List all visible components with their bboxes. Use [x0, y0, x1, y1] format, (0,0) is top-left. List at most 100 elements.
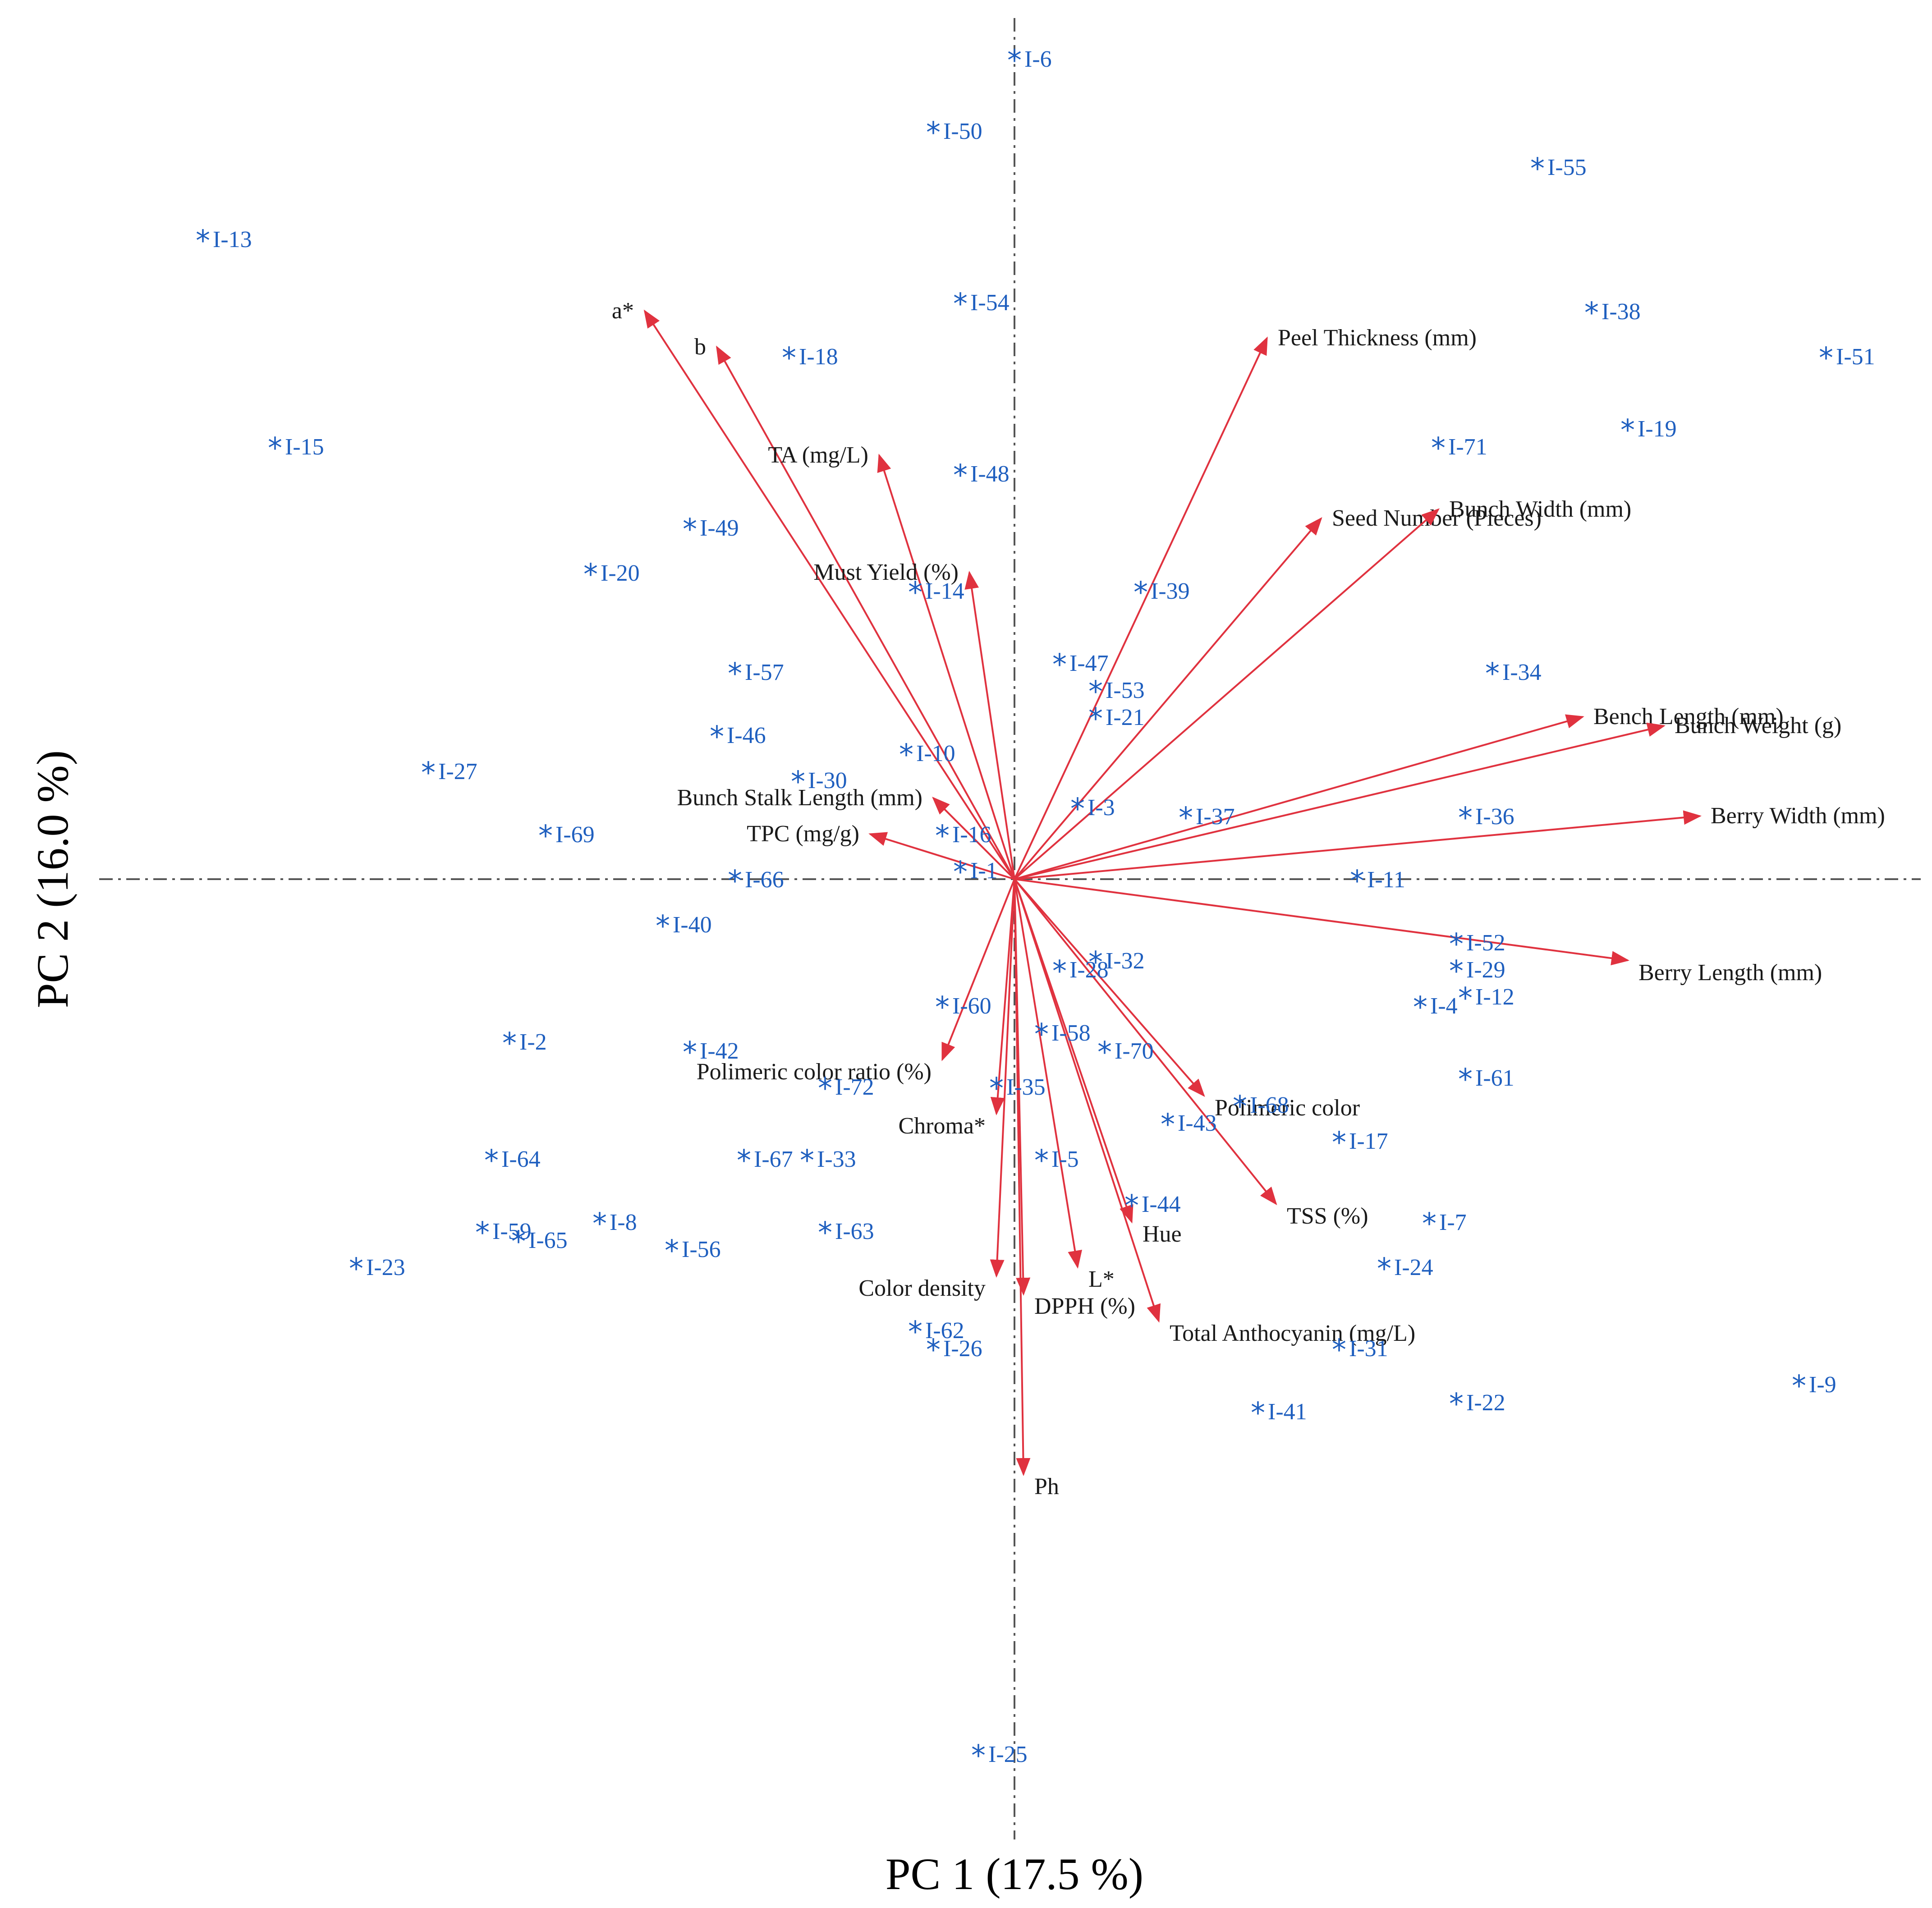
- sample-marker-i-66: *: [728, 865, 742, 898]
- sample-label-i-55: I-55: [1547, 155, 1587, 180]
- sample-label-i-34: I-34: [1502, 660, 1542, 685]
- loading-arrow-peel-thickness-mm: [1014, 336, 1268, 880]
- sample-marker-i-44: *: [1124, 1189, 1139, 1223]
- sample-marker-i-29: *: [1449, 955, 1464, 988]
- sample-label-i-12: I-12: [1475, 984, 1514, 1010]
- sample-label-i-69: I-69: [555, 822, 595, 848]
- sample-marker-i-32: *: [1088, 946, 1103, 979]
- sample-label-i-23: I-23: [366, 1255, 405, 1280]
- loading-arrow-berry-width-mm: [1014, 810, 1702, 880]
- sample-marker-i-18: *: [782, 342, 796, 375]
- sample-marker-i-56: *: [665, 1234, 679, 1268]
- sample-marker-i-34: *: [1485, 657, 1500, 691]
- sample-marker-i-59: *: [475, 1216, 490, 1250]
- loading-arrow-polimeric-color-ratio: [941, 879, 1015, 1061]
- sample-label-i-17: I-17: [1349, 1128, 1388, 1154]
- loading-label-polimeric-color-ratio: Polimeric color ratio (%): [697, 1059, 932, 1085]
- sample-label-i-44: I-44: [1142, 1192, 1181, 1217]
- sample-label-i-8: I-8: [610, 1210, 637, 1235]
- loading-arrow-tpc-mg-g: [868, 832, 1015, 880]
- sample-marker-i-51: *: [1819, 342, 1833, 375]
- sample-label-i-20: I-20: [601, 560, 640, 586]
- sample-marker-i-19: *: [1620, 414, 1635, 447]
- sample-label-i-21: I-21: [1106, 705, 1145, 730]
- sample-label-i-70: I-70: [1115, 1038, 1154, 1064]
- sample-marker-i-16: *: [935, 820, 950, 853]
- sample-label-i-48: I-48: [970, 461, 1010, 487]
- sample-marker-i-3: *: [1070, 793, 1085, 826]
- loading-vectors: a*b Peel Thickness (mm)TA (mg/L)Seed Numb…: [612, 298, 1885, 1500]
- sample-label-i-22: I-22: [1466, 1390, 1505, 1416]
- sample-label-i-2: I-2: [519, 1029, 547, 1055]
- sample-marker-i-6: *: [1007, 44, 1022, 78]
- sample-label-i-16: I-16: [952, 822, 991, 848]
- sample-marker-i-55: *: [1530, 152, 1545, 186]
- sample-label-i-4: I-4: [1430, 993, 1458, 1019]
- loading-arrow-seed-number-pieces: [1014, 517, 1322, 880]
- sample-marker-i-10: *: [899, 738, 913, 772]
- sample-marker-i-61: *: [1458, 1063, 1473, 1096]
- sample-marker-i-52: *: [1449, 928, 1464, 961]
- sample-label-i-52: I-52: [1466, 930, 1505, 956]
- sample-marker-i-41: *: [1251, 1397, 1265, 1430]
- sample-label-i-72: I-72: [835, 1074, 874, 1100]
- sample-label-i-42: I-42: [700, 1038, 739, 1064]
- loading-arrow-l: [1014, 879, 1083, 1269]
- sample-marker-i-37: *: [1179, 802, 1193, 835]
- sample-label-i-25: I-25: [988, 1742, 1028, 1767]
- sample-label-i-61: I-61: [1475, 1065, 1514, 1091]
- sample-label-i-51: I-51: [1836, 344, 1875, 370]
- sample-label-i-67: I-67: [754, 1147, 793, 1172]
- sample-label-i-14: I-14: [925, 578, 964, 604]
- loading-label-berry-length-mm: Berry Length (mm): [1638, 960, 1822, 986]
- sample-label-i-30: I-30: [808, 768, 847, 793]
- loading-label-color-density: Color density: [858, 1275, 986, 1301]
- sample-marker-i-30: *: [791, 766, 805, 799]
- sample-label-i-71: I-71: [1448, 434, 1487, 460]
- loading-arrow-ph: [1014, 879, 1031, 1476]
- sample-label-i-49: I-49: [700, 515, 739, 541]
- loading-label-tss: TSS (%): [1287, 1203, 1368, 1229]
- loading-label-bench-length-mm: Bench Length (mm): [1593, 704, 1784, 729]
- loading-label-bunch-width-mm: Bunch Width (mm): [1449, 496, 1631, 522]
- loading-arrow-ta-mg-l: [877, 454, 1015, 880]
- sample-label-i-56: I-56: [682, 1237, 721, 1262]
- sample-marker-i-12: *: [1458, 982, 1473, 1015]
- sample-marker-i-9: *: [1792, 1370, 1806, 1403]
- loading-label-chroma: Chroma*: [898, 1113, 986, 1139]
- loading-arrow-a: [643, 309, 1015, 880]
- sample-label-i-13: I-13: [213, 227, 252, 252]
- sample-label-i-27: I-27: [438, 759, 477, 784]
- sample-label-i-15: I-15: [285, 434, 324, 460]
- sample-label-i-66: I-66: [745, 867, 784, 893]
- sample-label-i-28: I-28: [1069, 957, 1109, 983]
- loading-arrow-total-anthocyanin-mg-l: [1014, 879, 1161, 1323]
- x-axis-title: PC 1 (17.5 %): [886, 1849, 1143, 1899]
- sample-label-i-57: I-57: [745, 660, 784, 685]
- sample-marker-i-43: *: [1161, 1108, 1175, 1142]
- sample-label-i-46: I-46: [727, 723, 766, 748]
- sample-marker-i-57: *: [728, 657, 742, 691]
- sample-marker-i-4: *: [1413, 991, 1427, 1024]
- loading-arrow-polimeric-color: [1014, 878, 1205, 1097]
- sample-marker-i-39: *: [1134, 576, 1148, 610]
- sample-label-i-36: I-36: [1475, 804, 1514, 830]
- loading-arrow-b: [716, 345, 1015, 880]
- sample-marker-i-28: *: [1052, 955, 1067, 988]
- loading-arrow-berry-length-mm: [1014, 878, 1629, 966]
- sample-marker-i-64: *: [484, 1144, 499, 1178]
- sample-marker-i-22: *: [1449, 1388, 1464, 1421]
- sample-label-i-50: I-50: [943, 119, 982, 144]
- sample-marker-i-67: *: [737, 1144, 751, 1178]
- sample-label-i-41: I-41: [1268, 1399, 1307, 1425]
- sample-marker-i-27: *: [421, 757, 436, 790]
- sample-marker-i-15: *: [268, 432, 282, 465]
- sample-marker-i-42: *: [683, 1036, 697, 1069]
- sample-label-i-63: I-63: [835, 1219, 874, 1244]
- sample-marker-i-72: *: [818, 1072, 832, 1105]
- sample-marker-i-11: *: [1350, 865, 1364, 898]
- sample-label-i-29: I-29: [1466, 957, 1505, 983]
- loading-label-bunch-stalk-length-mm: Bunch Stalk Length (mm): [677, 785, 922, 811]
- sample-label-i-32: I-32: [1106, 948, 1145, 974]
- sample-marker-i-20: *: [583, 558, 598, 592]
